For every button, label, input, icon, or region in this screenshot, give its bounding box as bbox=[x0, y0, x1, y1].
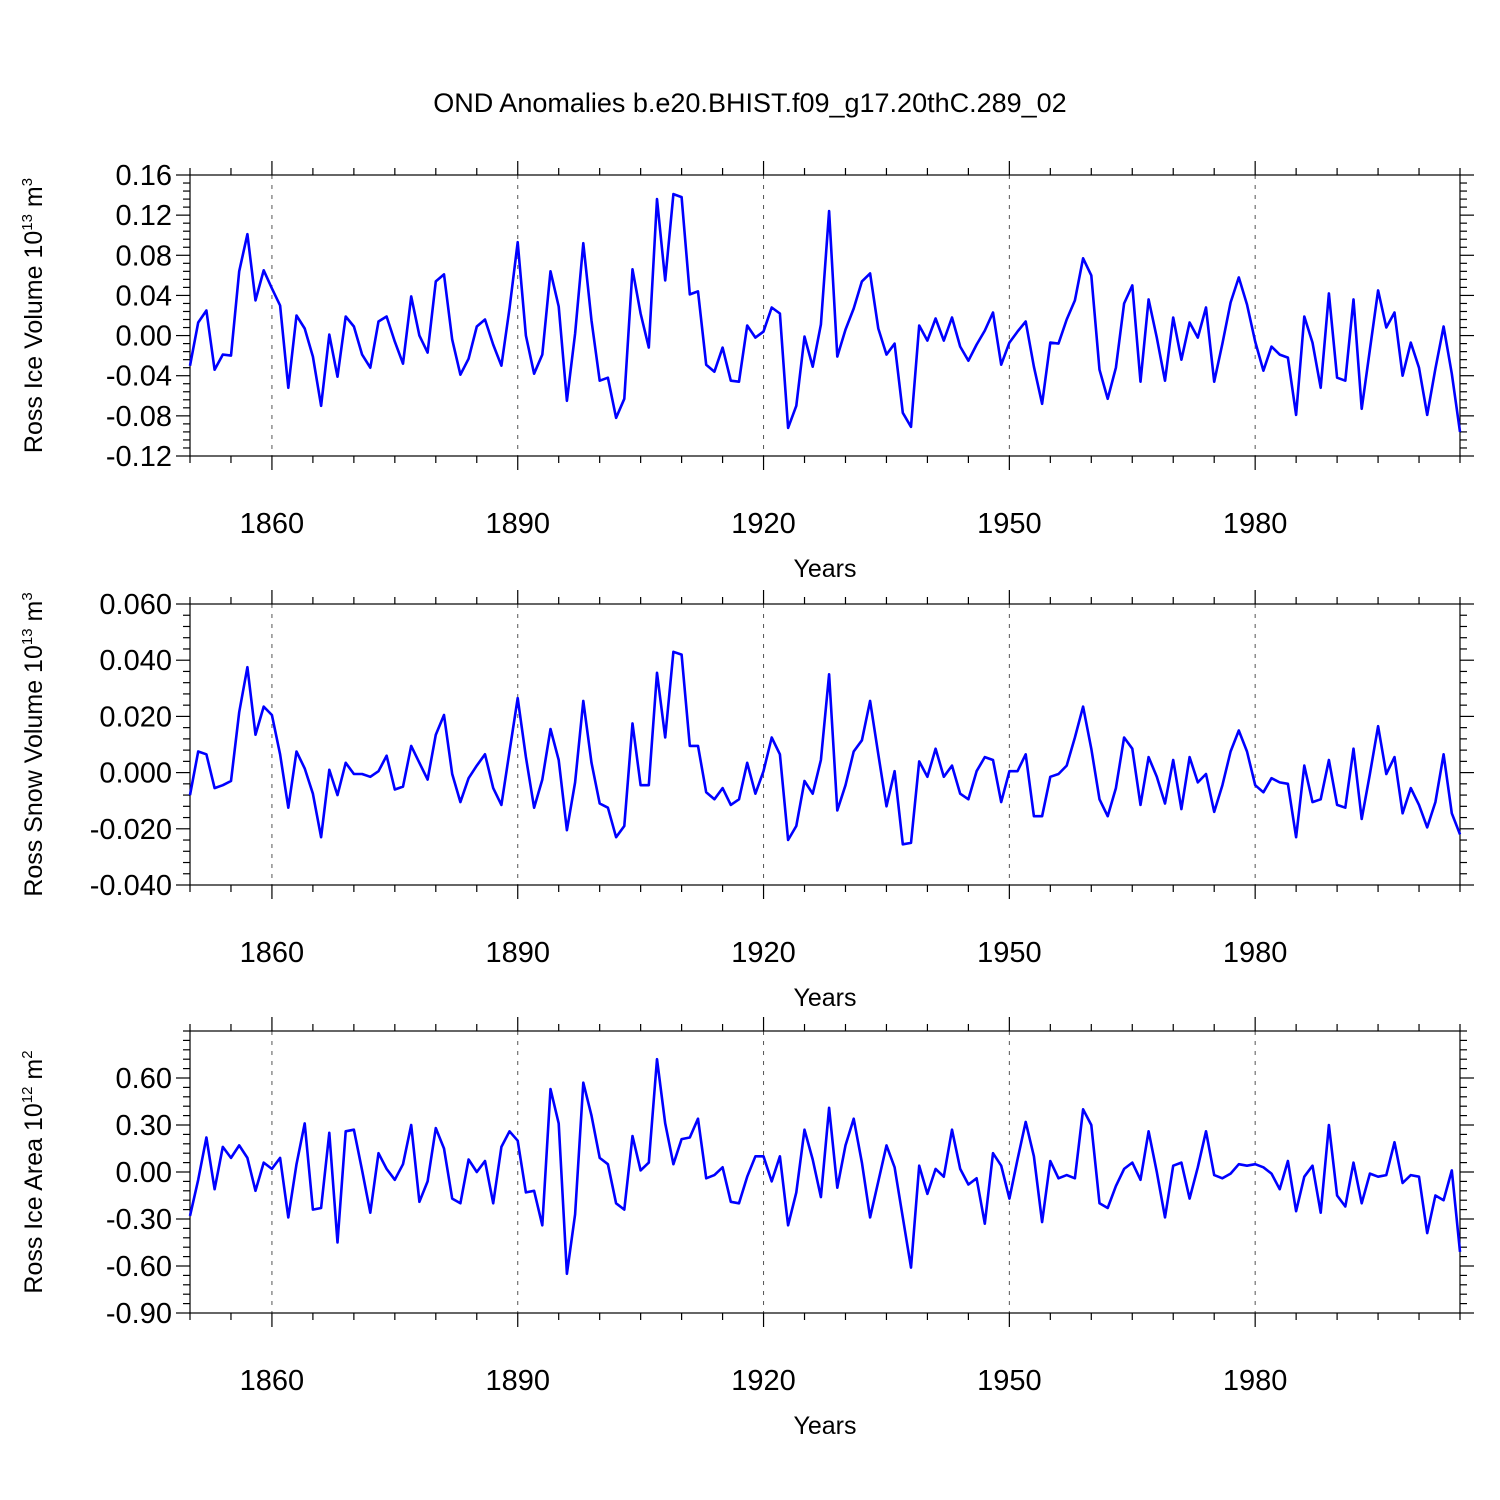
y-tick-label: 0.00 bbox=[116, 1157, 172, 1189]
x-tick-label: 1980 bbox=[1223, 937, 1288, 969]
plot-frame bbox=[189, 174, 1461, 457]
plot-frame bbox=[189, 603, 1461, 886]
x-tick-label: 1860 bbox=[240, 1365, 305, 1397]
y-tick-label: 0.04 bbox=[116, 280, 172, 312]
y-tick-label: -0.04 bbox=[106, 361, 172, 393]
y-tick-label: -0.040 bbox=[90, 870, 172, 902]
x-tick-label: 1920 bbox=[731, 508, 796, 540]
x-axis-label: Years bbox=[793, 555, 856, 583]
y-axis-label: Ross Snow Volume 1013 m3 bbox=[19, 592, 48, 896]
x-axis-label: Years bbox=[793, 984, 856, 1012]
chart-title: OND Anomalies b.e20.BHIST.f09_g17.20thC.… bbox=[433, 88, 1066, 118]
x-tick-label: 1950 bbox=[977, 508, 1042, 540]
panel-ice-area: -0.90 -0.60 -0.30 0.00 0.30 0.60 1860 1890 1920 1… bbox=[19, 1017, 1474, 1440]
y-tick-label: 0.12 bbox=[116, 200, 172, 232]
x-axis-label: Years bbox=[793, 1412, 856, 1440]
y-tick-label: 0.020 bbox=[99, 701, 172, 733]
x-tick-label: 1920 bbox=[731, 937, 796, 969]
y-tick-label: -0.90 bbox=[106, 1298, 172, 1330]
y-axis-label: Ross Ice Volume 1013 m3 bbox=[19, 178, 48, 453]
y-tick-label: -0.12 bbox=[106, 441, 172, 473]
y-tick-label: 0.040 bbox=[99, 645, 172, 677]
y-tick-label: 0.060 bbox=[99, 589, 172, 621]
y-tick-label: 0.60 bbox=[116, 1063, 172, 1095]
y-tick-label: 0.16 bbox=[116, 160, 172, 192]
series-line-ice-volume bbox=[188, 192, 1462, 433]
panel-snow-volume: -0.040 -0.020 0.000 0.020 0.040 0.060 1860 1890… bbox=[19, 589, 1474, 1012]
x-tick-label: 1890 bbox=[485, 508, 550, 540]
series-line-ice-area bbox=[188, 1057, 1462, 1276]
x-tick-label: 1860 bbox=[240, 508, 305, 540]
x-tick-label: 1890 bbox=[485, 937, 550, 969]
y-tick-label: 0.00 bbox=[116, 321, 172, 353]
x-tick-label: 1980 bbox=[1223, 508, 1288, 540]
x-tick-label: 1920 bbox=[731, 1365, 796, 1397]
y-tick-label: -0.08 bbox=[106, 401, 172, 433]
x-tick-label: 1980 bbox=[1223, 1365, 1288, 1397]
x-tick-label: 1860 bbox=[240, 937, 305, 969]
y-tick-label: 0.30 bbox=[116, 1110, 172, 1142]
y-tick-label: -0.60 bbox=[106, 1251, 172, 1283]
panel-ice-volume: -0.12 -0.08 -0.04 0.00 0.04 0.08 0.12 0.16 1860 1… bbox=[19, 160, 1474, 583]
x-tick-label: 1890 bbox=[485, 1365, 550, 1397]
y-tick-label: -0.020 bbox=[90, 814, 172, 846]
y-tick-label: -0.30 bbox=[106, 1204, 172, 1236]
y-tick-label: 0.000 bbox=[99, 758, 172, 790]
y-tick-label: 0.08 bbox=[116, 240, 172, 272]
y-axis-label: Ross Ice Area 1012 m2 bbox=[19, 1050, 48, 1293]
x-tick-label: 1950 bbox=[977, 937, 1042, 969]
series-line-snow-volume bbox=[188, 650, 1462, 846]
x-tick-label: 1950 bbox=[977, 1365, 1042, 1397]
